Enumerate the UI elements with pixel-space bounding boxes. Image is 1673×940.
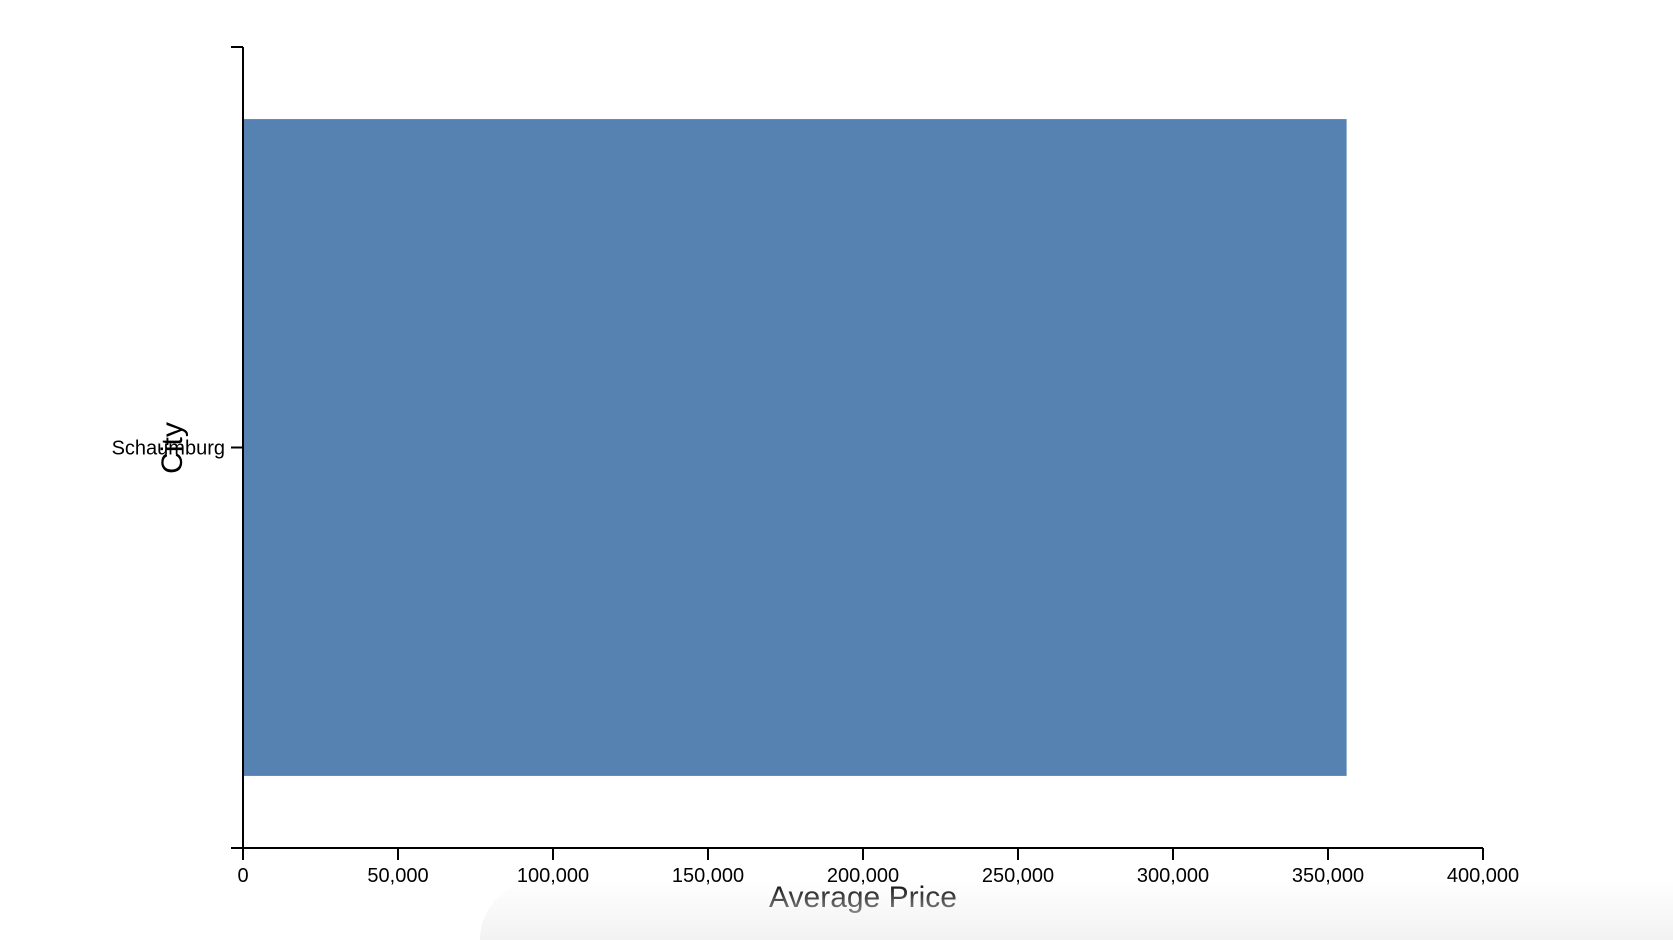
x-tick-label: 100,000 bbox=[517, 865, 589, 887]
x-tick-label: 50,000 bbox=[367, 865, 428, 887]
y-ticks: Schaumburg bbox=[112, 438, 243, 460]
y-axis-title: City bbox=[156, 422, 189, 474]
bars-group bbox=[243, 119, 1347, 776]
bar-schaumburg bbox=[243, 119, 1347, 776]
x-tick-label: 400,000 bbox=[1447, 865, 1519, 887]
y-tick-label: Schaumburg bbox=[112, 438, 225, 460]
x-tick-label: 250,000 bbox=[982, 865, 1054, 887]
x-tick-label: 150,000 bbox=[672, 865, 744, 887]
x-tick-label: 0 bbox=[237, 865, 248, 887]
y-axis: Schaumburg bbox=[112, 46, 244, 849]
x-axis-title: Average Price bbox=[769, 881, 957, 914]
x-tick-label: 300,000 bbox=[1137, 865, 1209, 887]
x-tick-label: 350,000 bbox=[1292, 865, 1364, 887]
